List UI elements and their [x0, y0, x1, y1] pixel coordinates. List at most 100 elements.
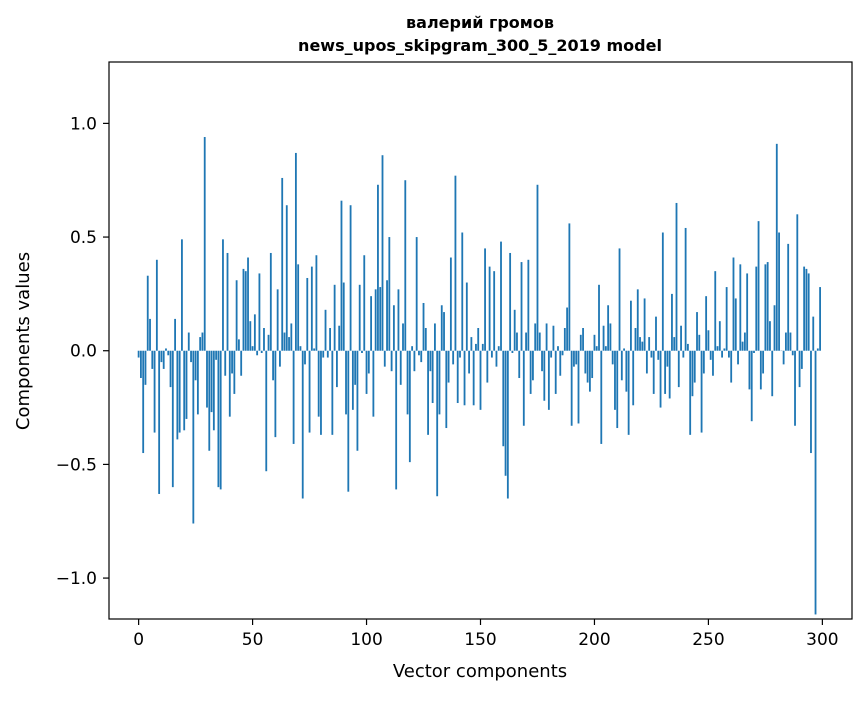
x-tick-label: 200: [578, 630, 610, 650]
bar: [302, 351, 304, 499]
bar: [468, 351, 470, 374]
bar: [413, 351, 415, 371]
bar: [377, 185, 379, 351]
bar: [309, 351, 311, 433]
bar: [525, 333, 527, 351]
bar: [220, 351, 222, 490]
bar: [388, 237, 390, 351]
bar: [268, 335, 270, 351]
bar: [368, 351, 370, 374]
bar: [708, 330, 710, 350]
bar: [657, 351, 659, 360]
bar: [172, 351, 174, 487]
x-tick-label: 300: [806, 630, 838, 650]
bar: [801, 351, 803, 369]
bar: [304, 351, 306, 365]
bar: [612, 351, 614, 365]
bar: [514, 310, 516, 351]
bar: [778, 233, 780, 351]
bar: [639, 337, 641, 351]
bar: [357, 351, 359, 451]
bar: [452, 351, 454, 365]
bar: [575, 351, 577, 365]
y-tick-label: 1.0: [70, 114, 97, 134]
bar: [222, 239, 224, 350]
bar: [762, 351, 764, 374]
bar: [404, 180, 406, 351]
bar: [270, 253, 272, 351]
bar: [281, 178, 283, 351]
bar: [491, 351, 493, 358]
bar: [655, 317, 657, 351]
bar: [735, 298, 737, 350]
bar: [723, 348, 725, 350]
bar: [227, 253, 229, 351]
bar: [705, 296, 707, 351]
bar: [190, 351, 192, 362]
bar: [651, 351, 653, 358]
bar: [799, 351, 801, 387]
bar: [432, 351, 434, 403]
bar: [776, 144, 778, 351]
bar: [616, 351, 618, 428]
bar: [621, 351, 623, 381]
bar: [176, 351, 178, 440]
bar: [156, 260, 158, 351]
bar: [493, 271, 495, 351]
bar: [518, 351, 520, 378]
bar: [516, 333, 518, 351]
bar: [158, 351, 160, 494]
bar: [596, 346, 598, 351]
bar: [457, 351, 459, 403]
bar: [553, 326, 555, 351]
bar: [587, 351, 589, 383]
bar: [742, 342, 744, 351]
bar: [489, 267, 491, 351]
bar: [662, 233, 664, 351]
bar: [666, 351, 668, 367]
bar: [395, 351, 397, 490]
y-axis-label: Components values: [13, 252, 34, 430]
bar: [728, 351, 730, 358]
bar: [427, 351, 429, 435]
bar: [473, 351, 475, 406]
bar: [420, 351, 422, 362]
bar: [448, 351, 450, 383]
bar: [486, 351, 488, 383]
bar: [698, 335, 700, 351]
bar: [165, 348, 167, 350]
bar: [149, 319, 151, 351]
bar: [648, 337, 650, 351]
bar: [370, 296, 372, 351]
bar: [338, 326, 340, 351]
bar: [760, 351, 762, 390]
bar: [680, 326, 682, 351]
bar: [523, 351, 525, 426]
bar: [238, 339, 240, 350]
bar: [217, 351, 219, 487]
bar: [573, 351, 575, 367]
bar: [161, 351, 163, 362]
bar: [484, 248, 486, 350]
bar: [224, 351, 226, 376]
bar: [402, 323, 404, 350]
bar: [450, 258, 452, 351]
bar: [329, 328, 331, 351]
bar: [352, 351, 354, 410]
bar: [653, 351, 655, 394]
bar: [646, 351, 648, 374]
bar: [785, 333, 787, 351]
bar: [568, 223, 570, 350]
bar: [186, 351, 188, 419]
bar: [256, 351, 258, 356]
bar: [293, 351, 295, 444]
bar: [555, 351, 557, 394]
bar: [632, 351, 634, 406]
bar: [249, 321, 251, 351]
bar: [817, 348, 819, 350]
bar: [603, 326, 605, 351]
bar: [812, 317, 814, 351]
bar: [619, 248, 621, 350]
bar: [208, 351, 210, 451]
